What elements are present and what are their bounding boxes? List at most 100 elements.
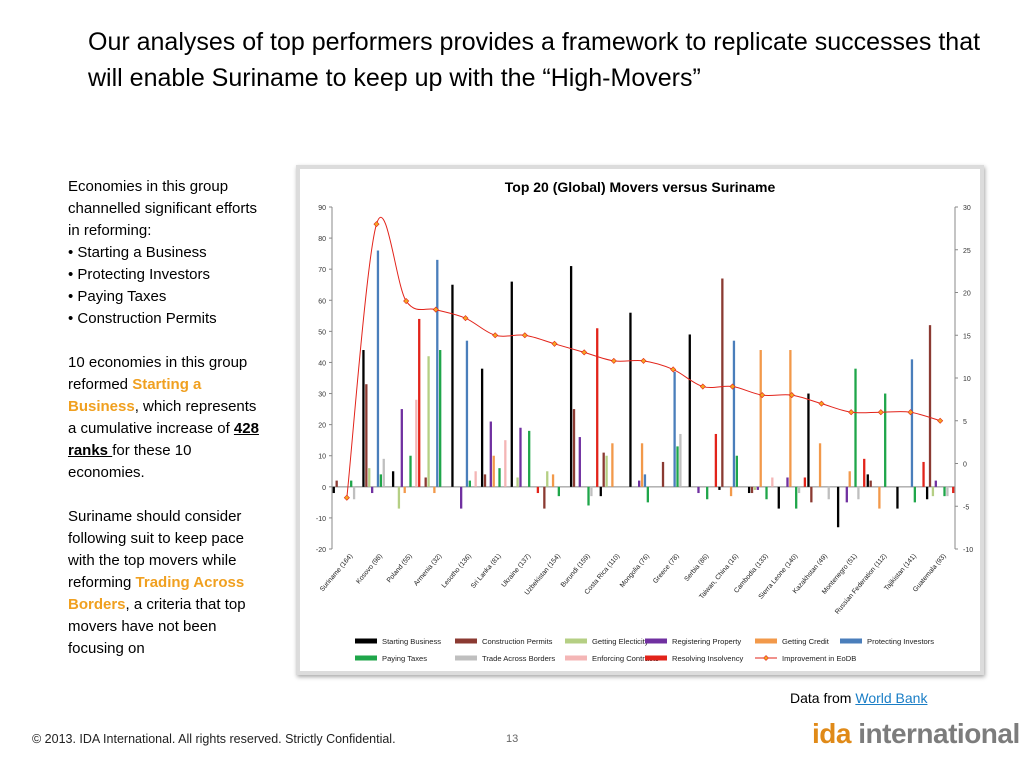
side-paragraph-3: Suriname should consider following suit … [68,506,268,660]
bar [516,477,519,487]
bar [836,486,840,528]
slide-title: Our analyses of top performers provides … [88,28,981,92]
bar [934,480,937,487]
legend-swatch [565,638,587,644]
bar [376,250,380,487]
bar [913,486,916,503]
eodb-point [610,357,617,364]
bar [569,266,573,487]
legend-label: Starting Business [382,637,441,646]
bar [697,486,700,494]
bar [546,471,549,487]
bar [578,437,581,487]
p3-highlight: Trading Across Borders [68,574,245,613]
p2-highlight: Starting a Business [68,376,202,415]
bar [590,486,593,497]
eodb-point [403,298,410,305]
bar [382,458,385,487]
bar [436,259,439,487]
y-left-tick-label: 60 [318,298,326,305]
eodb-point [729,383,736,390]
category-label: Kosovo (98) [355,553,384,586]
bar [596,328,599,487]
eodb-point [877,409,884,416]
eodb-point [907,409,914,416]
legend-label: Getting Credit [782,637,830,646]
legend-label: Improvement in EoDB [782,654,856,663]
page-number: 13 [506,733,519,745]
category-label: Burundi (159) [560,553,592,589]
chart-title: Top 20 (Global) Movers versus Suriname [505,179,776,195]
y-right-tick-label: 10 [963,376,971,383]
bar [789,350,792,487]
bar [922,461,925,487]
bar [605,455,608,487]
bar [721,278,724,487]
category-label: Russian Federation (112) [834,553,888,616]
y-left-tick-label: 30 [318,392,326,399]
bar [786,477,789,487]
eodb-point [670,366,677,373]
bar [896,486,899,509]
bar [460,486,463,509]
legend-swatch [840,638,862,644]
y-left-tick-label: 90 [318,205,326,212]
bar [679,433,682,487]
bar [474,471,477,487]
bar [777,486,780,509]
category-label: Guatemala (93) [912,553,948,594]
bar [795,486,798,509]
legend-swatch [455,655,477,661]
bar [857,486,860,500]
bar [673,371,676,487]
bar [640,443,644,487]
bar [427,356,430,487]
bar [335,480,338,487]
bar [646,486,649,503]
bar [706,486,709,500]
bar [492,455,495,487]
world-bank-link[interactable]: World Bank [855,690,928,706]
eodb-point [432,306,439,313]
eodb-point [492,332,499,339]
side-paragraph-2: 10 economies in this group reformed Star… [68,352,268,484]
legend-label: Construction Permits [482,637,553,646]
side-intro: Economies in this group channelled signi… [68,178,258,239]
y-right-tick-label: 5 [963,419,967,426]
bar [465,340,469,487]
bar [629,312,632,487]
bar [409,455,412,487]
y-left-tick-label: 50 [318,329,326,336]
bar [489,421,492,487]
eodb-point [818,400,825,407]
movers-chart: Top 20 (Global) Movers versus Suriname -… [316,179,973,663]
bar [371,486,374,494]
legend-swatch [355,655,377,661]
bar [362,350,365,487]
bar [729,486,733,497]
y-left-tick-label: 10 [318,454,326,461]
bar [910,359,914,487]
bar [498,468,501,487]
eodb-point [551,340,558,347]
bar [557,486,560,497]
legend-label: Trade Across Borders [482,654,555,663]
bar [747,486,751,494]
bar [403,486,406,494]
bar [863,458,866,487]
bar [925,486,929,500]
y-left-tick-label: 20 [318,423,326,430]
p3-text-b: , a criteria that top movers have not be… [68,596,246,657]
bar [756,486,759,490]
bar [807,393,810,487]
logo-international: international [850,718,1020,749]
eodb-point [788,392,795,399]
eodb-point [937,417,944,424]
chart-bars [332,250,955,528]
bar [587,486,590,506]
bar [504,440,507,487]
bar [599,486,602,497]
bar [803,477,807,487]
category-label: Serbia (86) [683,553,710,583]
bar [536,486,540,494]
